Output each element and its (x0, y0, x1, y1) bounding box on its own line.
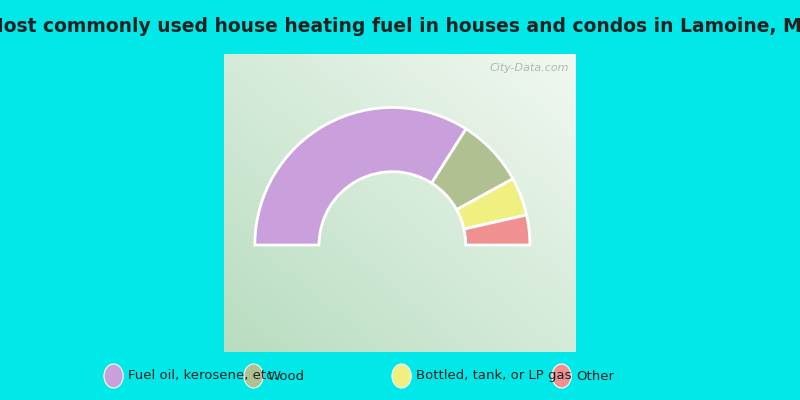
Text: City-Data.com: City-Data.com (490, 63, 569, 73)
Text: Fuel oil, kerosene, etc.: Fuel oil, kerosene, etc. (128, 370, 278, 382)
Text: Other: Other (576, 370, 614, 382)
Text: Bottled, tank, or LP gas: Bottled, tank, or LP gas (416, 370, 571, 382)
Text: Wood: Wood (268, 370, 305, 382)
Wedge shape (255, 108, 466, 245)
Ellipse shape (392, 364, 411, 388)
Ellipse shape (552, 364, 571, 388)
Wedge shape (432, 129, 513, 210)
Text: Most commonly used house heating fuel in houses and condos in Lamoine, ME: Most commonly used house heating fuel in… (0, 18, 800, 36)
Ellipse shape (104, 364, 123, 388)
Ellipse shape (244, 364, 263, 388)
Wedge shape (464, 215, 530, 245)
Wedge shape (457, 179, 526, 229)
